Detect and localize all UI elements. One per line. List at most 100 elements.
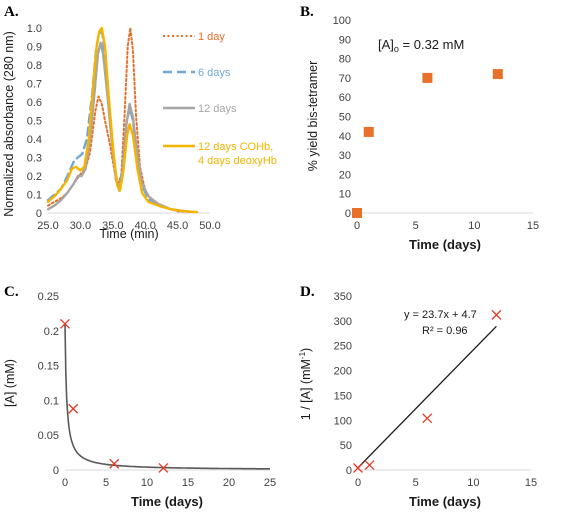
fit-curve bbox=[64, 323, 270, 470]
panel-d-y-tick-label: 150 bbox=[334, 390, 352, 402]
panel-b-y-tick-label: 80 bbox=[339, 54, 351, 66]
panel-d-fit bbox=[357, 325, 497, 469]
panel-b-y-tick-label: 30 bbox=[339, 150, 351, 162]
panel-a-y-tick-label: 1.0 bbox=[27, 23, 42, 35]
panel-c-x-tick-label: 20 bbox=[223, 477, 235, 489]
panel-c-y-tick-label: 0.15 bbox=[38, 361, 59, 373]
data-point bbox=[60, 318, 70, 329]
panel-a-y-tick-label: 0.3 bbox=[27, 153, 42, 165]
data-point bbox=[422, 72, 433, 83]
data-point bbox=[158, 462, 169, 473]
panel-a-y-tick-label: 0 bbox=[36, 208, 42, 220]
panel-a-y-label: Normalized absorbance (280 nm) bbox=[2, 31, 16, 217]
panel-b-annotation: [A]o = 0.32 mM bbox=[378, 37, 464, 54]
panel-c-x-tick-label: 25 bbox=[264, 477, 276, 489]
panel-d-y-tick-label: 100 bbox=[334, 415, 352, 427]
panel-a-y-tick-label: 0.9 bbox=[27, 42, 42, 54]
panel-a-label: A. bbox=[4, 4, 19, 20]
data-point bbox=[68, 403, 79, 414]
panel-c-y-tick-label: 0 bbox=[53, 465, 59, 477]
data-point bbox=[492, 69, 503, 80]
panel-b-x-tick-label: 15 bbox=[527, 220, 539, 232]
panel-c-y-tick-label: 0.25 bbox=[38, 291, 59, 303]
panel-c-x-ticks: 0 5 10 15 20 25 bbox=[62, 477, 276, 489]
series-line-1 bbox=[46, 30, 199, 214]
panel-c: C. 0 0.05 0.1 0.15 0.2 0.25 0 5 10 15 20 25 [A] (m… bbox=[3, 284, 276, 509]
legend-label-6-days: 6 days bbox=[198, 67, 231, 79]
panel-d-x-tick-label: 5 bbox=[413, 477, 419, 489]
panel-c-y-tick-label: 0.1 bbox=[44, 395, 59, 407]
panel-d-y-ticks: 0 50 100 150 200 250 300 350 bbox=[334, 291, 352, 477]
panel-b-y-tick-label: 90 bbox=[339, 34, 351, 46]
panel-b-y-tick-label: 60 bbox=[339, 92, 351, 104]
series-line-3 bbox=[46, 26, 199, 214]
panel-d-equation: y = 23.7x + 4.7 bbox=[404, 309, 477, 321]
data-point bbox=[364, 460, 375, 470]
panel-a-x-tick-label: 25.0 bbox=[37, 220, 58, 232]
panel-c-y-label: [A] (mM) bbox=[3, 359, 17, 407]
data-point bbox=[363, 126, 374, 137]
panel-b-y-ticks: 0 10 20 30 40 50 60 70 80 90 100 bbox=[333, 15, 351, 220]
panel-d-y-tick-label: 250 bbox=[334, 341, 352, 353]
data-point bbox=[352, 208, 362, 218]
legend-label-12-days-cohb-line1: 12 days COHb, bbox=[198, 141, 273, 153]
panel-b-y-tick-label: 50 bbox=[339, 112, 351, 124]
panel-a-y-ticks: 0 0.1 0.2 0.3 0.4 0.5 0.6 0.7 0.8 0.9 1.0 bbox=[27, 23, 42, 220]
panel-a: A. 0 0.1 0.2 0.3 0.4 0.5 0.6 0.7 0.8 0.9 1.0 25.0 3… bbox=[2, 4, 277, 241]
panel-d: D. 0 50 100 150 200 250 300 350 0 5 10 15 1 / [A] … bbox=[298, 284, 537, 509]
panel-d-y-tick-label: 350 bbox=[334, 291, 352, 303]
panel-d-y-tick-label: 0 bbox=[346, 465, 352, 477]
legend-label-12-days: 12 days bbox=[198, 103, 237, 115]
panel-c-x-tick-label: 5 bbox=[103, 477, 109, 489]
legend-label-12-days-cohb-line2: 4 days deoxyHb bbox=[198, 155, 277, 167]
panel-a-x-tick-label: 45.0 bbox=[167, 220, 188, 232]
panel-c-series bbox=[60, 318, 169, 473]
panel-a-y-tick-label: 0.1 bbox=[27, 190, 42, 202]
panel-c-fit bbox=[64, 323, 270, 470]
panel-c-x-tick-label: 10 bbox=[141, 477, 153, 489]
panel-a-series bbox=[46, 26, 199, 214]
data-point bbox=[422, 413, 433, 424]
panel-b-x-label: Time (days) bbox=[409, 237, 481, 252]
panel-a-x-tick-label: 50.0 bbox=[199, 220, 220, 232]
panel-a-y-tick-label: 0.8 bbox=[27, 60, 42, 72]
panel-a-x-label: Time (min) bbox=[99, 227, 158, 241]
panel-d-y-tick-label: 50 bbox=[340, 440, 352, 452]
panel-d-y-label: 1 / [A] (mM-1) bbox=[298, 348, 313, 420]
panel-b-series bbox=[352, 69, 503, 218]
panel-a-x-tick-label: 35.0 bbox=[102, 220, 123, 232]
panel-b-y-tick-label: 10 bbox=[339, 189, 351, 201]
panel-a-x-ticks: 25.0 30.0 35.0 40.0 45.0 50.0 bbox=[37, 220, 220, 232]
panel-b-y-tick-label: 20 bbox=[339, 169, 351, 181]
panel-d-label: D. bbox=[300, 284, 315, 300]
panel-b-y-label: % yield bis-tetramer bbox=[306, 61, 320, 171]
panel-c-y-tick-label: 0.05 bbox=[38, 430, 59, 442]
panel-c-x-tick-label: 15 bbox=[182, 477, 194, 489]
panel-d-series bbox=[353, 309, 502, 473]
panel-b-x-tick-label: 5 bbox=[413, 220, 419, 232]
panel-c-y-ticks: 0 0.05 0.1 0.15 0.2 0.25 bbox=[38, 291, 59, 477]
panel-c-y-tick-label: 0.2 bbox=[44, 326, 59, 338]
panel-a-y-tick-label: 0.4 bbox=[27, 134, 42, 146]
panel-a-x-tick-label: 40.0 bbox=[134, 220, 155, 232]
panel-d-x-tick-label: 15 bbox=[525, 477, 537, 489]
panel-b-x-tick-label: 10 bbox=[468, 220, 480, 232]
panel-b-y-tick-label: 100 bbox=[333, 15, 351, 27]
panel-c-x-label: Time (days) bbox=[131, 494, 203, 509]
panel-d-x-tick-label: 0 bbox=[355, 477, 361, 489]
panel-d-y-tick-label: 200 bbox=[334, 366, 352, 378]
panel-d-y-tick-label: 300 bbox=[334, 316, 352, 328]
panel-b-y-tick-label: 70 bbox=[339, 73, 351, 85]
panel-a-x-tick-label: 30.0 bbox=[70, 220, 91, 232]
data-point bbox=[491, 309, 502, 320]
panel-d-x-label: Time (days) bbox=[409, 494, 481, 509]
fit-line bbox=[357, 325, 497, 469]
panel-b-x-tick-label: 0 bbox=[354, 220, 360, 232]
panel-c-label: C. bbox=[4, 284, 19, 300]
panel-b-y-tick-label: 40 bbox=[339, 131, 351, 143]
panel-a-legend: 1 day 6 days 12 days 12 days COHb, 4 day… bbox=[163, 31, 277, 167]
panel-a-y-tick-label: 0.2 bbox=[27, 171, 42, 183]
panel-b-label: B. bbox=[300, 4, 314, 20]
panel-c-x-tick-label: 0 bbox=[62, 477, 68, 489]
